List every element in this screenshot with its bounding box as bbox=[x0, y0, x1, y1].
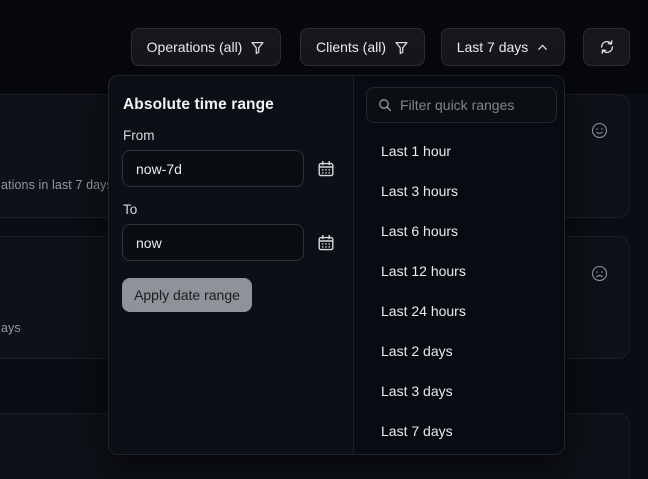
clients-filter-button[interactable]: Clients (all) bbox=[300, 28, 425, 66]
from-label: From bbox=[123, 128, 155, 143]
absolute-range-title: Absolute time range bbox=[123, 96, 274, 113]
quick-range-option[interactable]: Last 2 days bbox=[381, 343, 453, 359]
chevron-up-icon bbox=[538, 44, 548, 50]
operations-filter-button[interactable]: Operations (all) bbox=[131, 28, 281, 66]
quick-range-option[interactable]: Last 1 hour bbox=[381, 143, 452, 159]
time-range-dropdown: Absolute time range From To Apply date r… bbox=[108, 75, 565, 455]
operations-filter-label: Operations (all) bbox=[146, 39, 243, 55]
quick-range-option[interactable]: Last 24 hours bbox=[381, 303, 466, 319]
quick-range-option[interactable]: Last 3 days bbox=[381, 383, 453, 399]
from-input[interactable] bbox=[122, 150, 304, 187]
happy-face-icon bbox=[591, 122, 608, 139]
time-range-button[interactable]: Last 7 days bbox=[441, 28, 565, 66]
refresh-button[interactable] bbox=[583, 28, 630, 66]
calendar-icon[interactable] bbox=[317, 160, 335, 178]
stat-card-caption: ays bbox=[1, 321, 21, 335]
sad-face-icon bbox=[591, 265, 608, 282]
quick-range-option[interactable]: Last 7 days bbox=[381, 423, 453, 439]
quick-range-search[interactable] bbox=[366, 87, 557, 123]
apply-date-range-button[interactable]: Apply date range bbox=[122, 278, 252, 312]
search-icon bbox=[379, 99, 392, 112]
quick-ranges-list: Last 1 hour Last 3 hours Last 6 hours Last … bbox=[354, 131, 564, 451]
clients-filter-label: Clients (all) bbox=[315, 39, 386, 55]
funnel-icon bbox=[251, 41, 264, 54]
to-label: To bbox=[123, 202, 138, 217]
quick-range-option[interactable]: Last 12 hours bbox=[381, 263, 466, 279]
quick-range-option[interactable]: Last 3 hours bbox=[381, 183, 459, 199]
time-range-label: Last 7 days bbox=[456, 39, 529, 55]
stat-card-caption: ations in last 7 days bbox=[1, 178, 113, 192]
to-input[interactable] bbox=[122, 224, 304, 261]
refresh-icon bbox=[600, 40, 613, 54]
quick-range-option[interactable]: Last 6 hours bbox=[381, 223, 459, 239]
calendar-icon[interactable] bbox=[317, 234, 335, 252]
quick-range-search-input[interactable] bbox=[400, 97, 545, 113]
quick-ranges-section: Last 1 hour Last 3 hours Last 6 hours Last … bbox=[353, 76, 564, 454]
funnel-icon bbox=[395, 41, 408, 54]
